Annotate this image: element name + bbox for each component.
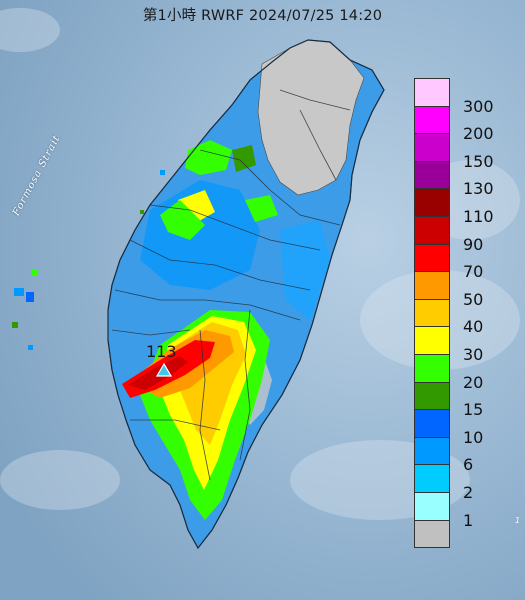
taiwan-outline [107, 39, 385, 550]
legend-swatch [414, 381, 450, 410]
legend-swatch [414, 105, 450, 134]
legend-swatch [414, 160, 450, 189]
legend-swatch [414, 243, 450, 272]
legend-swatch [414, 298, 450, 327]
legend-label: 40 [463, 317, 484, 337]
legend-swatch [414, 215, 450, 244]
edge-note: 1 [515, 516, 521, 525]
legend-label: 20 [463, 372, 484, 392]
rain-6-area-east [280, 220, 330, 320]
legend-swatch [414, 271, 450, 299]
legend-label: 70 [463, 262, 484, 282]
legend-swatch [414, 326, 450, 354]
legend-swatch [414, 491, 450, 520]
max-rain-value: 113 [146, 342, 177, 361]
legend-label: 110 [463, 207, 494, 226]
rain-20-band-mid [160, 200, 205, 240]
legend-label: 150 [463, 151, 494, 171]
legend-label: 10 [463, 427, 484, 447]
legend-label: 50 [463, 289, 484, 309]
legend-swatch [414, 78, 450, 106]
max-rain-marker-icon [155, 362, 173, 377]
legend-swatch [414, 409, 450, 437]
legend-label: 200 [463, 124, 494, 144]
legend-label: 6 [463, 455, 474, 475]
rain-20-band-mid2 [245, 195, 278, 222]
rain-15-band-north [232, 145, 256, 172]
legend-swatch [414, 464, 450, 492]
legend-label: 15 [463, 400, 484, 420]
legend-label: 90 [463, 234, 484, 254]
map-title: 第1小時 RWRF 2024/07/25 14:20 [142, 8, 383, 24]
legend-label: 30 [463, 345, 484, 364]
legend-label: 1 [463, 510, 474, 530]
sea-rain-cells [12, 170, 165, 350]
legend-swatch [414, 436, 450, 465]
color-legend [414, 78, 450, 549]
legend-label: 300 [463, 96, 494, 116]
legend-swatch [414, 188, 450, 216]
legend-label: 130 [463, 179, 494, 199]
legend-swatch [414, 133, 450, 161]
rain-20-band-north [185, 140, 232, 175]
legend-swatch [414, 353, 450, 382]
legend-label: 2 [463, 483, 474, 502]
legend-swatch [414, 519, 450, 549]
rain-90-core [128, 356, 188, 390]
boundaries [111, 89, 351, 481]
